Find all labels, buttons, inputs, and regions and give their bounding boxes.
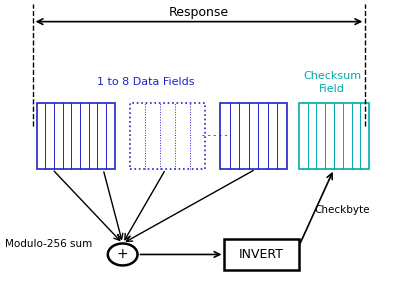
Bar <box>37 102 115 169</box>
Bar <box>299 102 369 169</box>
Text: Checkbyte: Checkbyte <box>314 205 370 215</box>
Bar <box>130 102 205 169</box>
Text: Modulo-256 sum: Modulo-256 sum <box>5 239 93 249</box>
Text: Response: Response <box>169 6 229 19</box>
Text: - - - - -: - - - - - <box>202 131 227 140</box>
Text: Checksum
Field: Checksum Field <box>303 71 361 93</box>
Bar <box>225 239 299 270</box>
Bar <box>221 102 287 169</box>
Text: +: + <box>117 247 128 261</box>
Text: INVERT: INVERT <box>239 248 284 261</box>
Text: 1 to 8 Data Fields: 1 to 8 Data Fields <box>97 77 195 87</box>
